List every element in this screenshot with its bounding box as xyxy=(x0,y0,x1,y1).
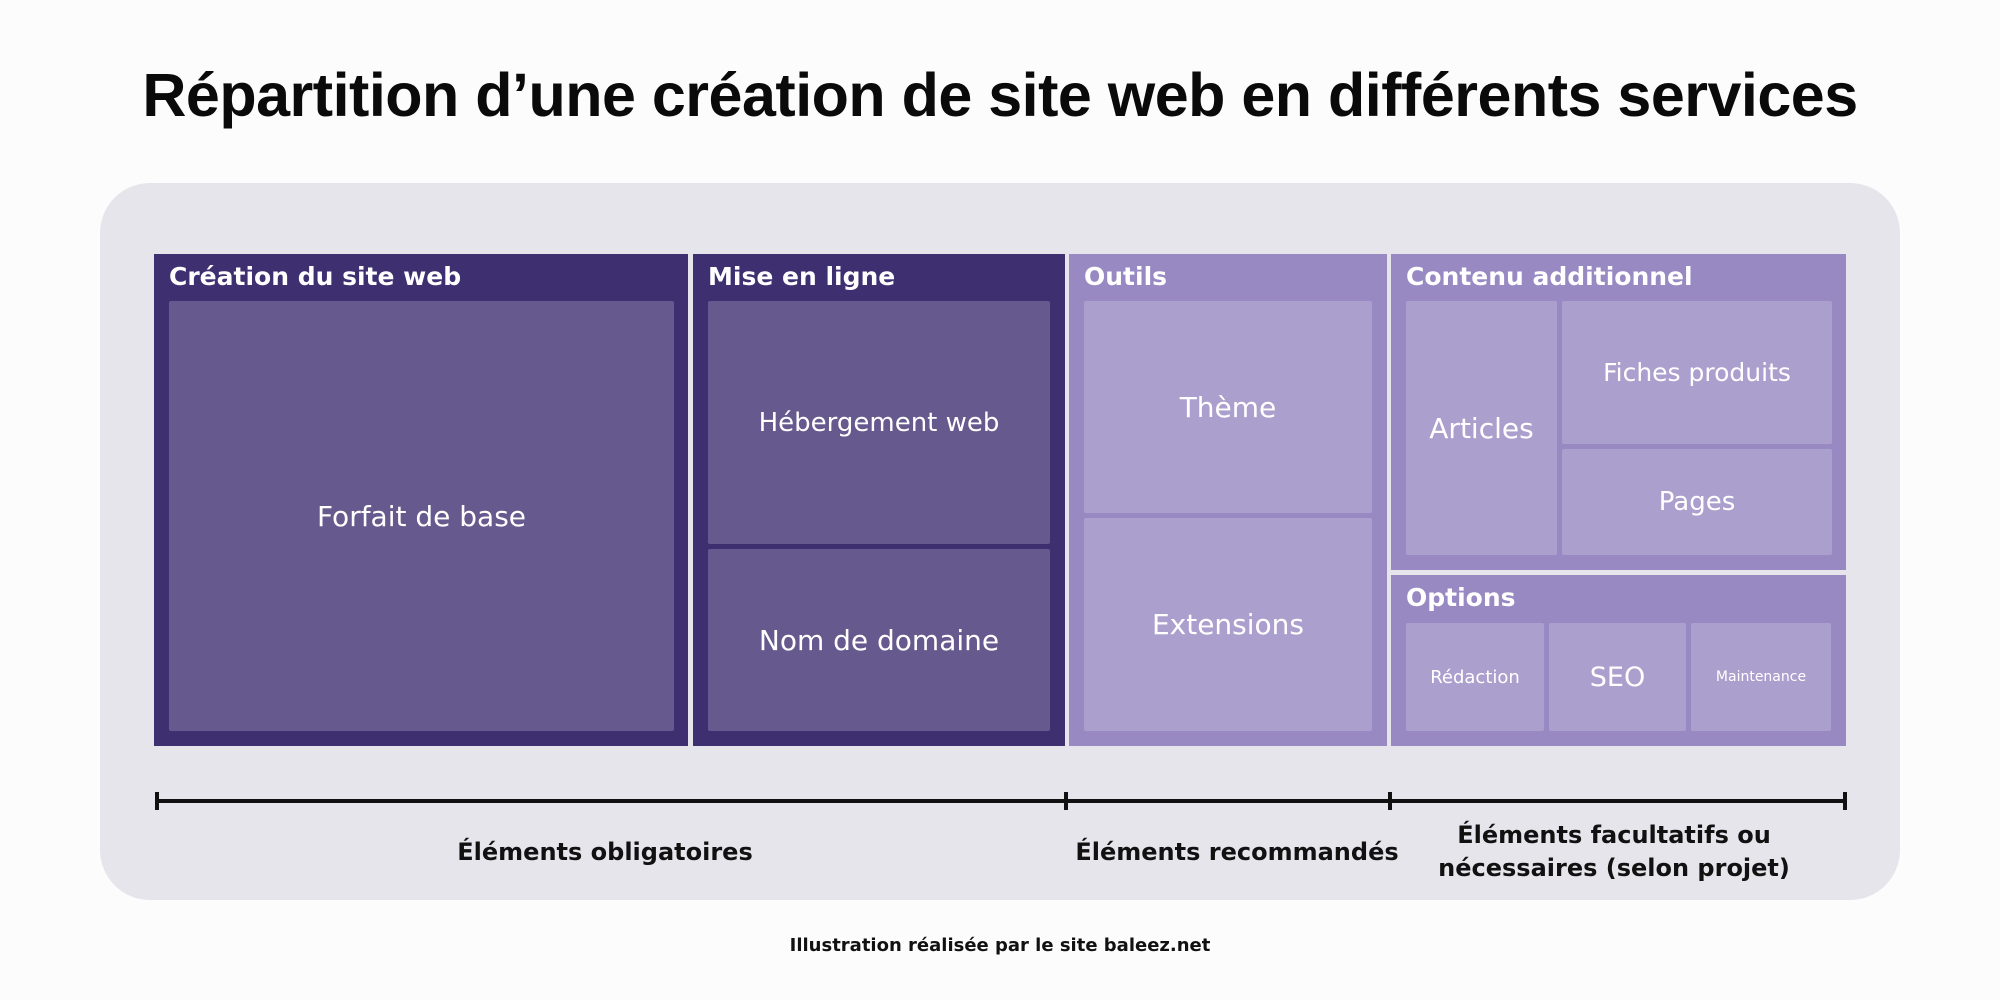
cell-maintenance: Maintenance xyxy=(1691,623,1831,731)
cell-hebergement-web: Hébergement web xyxy=(708,301,1050,544)
group-creation: Création du site web Forfait de base xyxy=(154,254,688,746)
axis-tick-recommended xyxy=(1064,792,1068,810)
group-tools-title: Outils xyxy=(1084,262,1168,291)
axis-tick-end xyxy=(1843,792,1847,810)
cell-pages: Pages xyxy=(1562,449,1832,555)
cell-forfait-de-base: Forfait de base xyxy=(169,301,674,731)
category-axis-line xyxy=(155,799,1847,803)
cell-extensions: Extensions xyxy=(1084,518,1372,731)
cell-theme: Thème xyxy=(1084,301,1372,513)
axis-tick-start xyxy=(155,792,159,810)
group-content-title: Contenu additionnel xyxy=(1406,262,1693,291)
group-options-title: Options xyxy=(1406,583,1516,612)
axis-label-optional-line2: nécessaires (selon projet) xyxy=(1438,854,1790,882)
axis-label-recommended: Éléments recommandés xyxy=(1075,838,1399,866)
cell-fiches-produits: Fiches produits xyxy=(1562,301,1832,444)
page-title: Répartition d’une création de site web e… xyxy=(142,61,1858,129)
group-creation-title: Création du site web xyxy=(169,262,462,291)
axis-label-mandatory: Éléments obligatoires xyxy=(457,838,753,866)
group-tools: Outils Thème Extensions xyxy=(1069,254,1387,746)
cell-nom-de-domaine: Nom de domaine xyxy=(708,549,1050,731)
group-options: Options Rédaction SEO Maintenance xyxy=(1391,575,1846,746)
credit-text: Illustration réalisée par le site baleez… xyxy=(789,935,1211,956)
group-online: Mise en ligne Hébergement web Nom de dom… xyxy=(693,254,1065,746)
axis-label-optional: Éléments facultatifs ou nécessaires (sel… xyxy=(1414,819,1814,885)
cell-articles: Articles xyxy=(1406,301,1557,555)
group-content: Contenu additionnel Articles Fiches prod… xyxy=(1391,254,1846,570)
axis-tick-optional xyxy=(1388,792,1392,810)
axis-label-optional-line1: Éléments facultatifs ou xyxy=(1457,821,1771,849)
group-online-title: Mise en ligne xyxy=(708,262,896,291)
cell-redaction: Rédaction xyxy=(1406,623,1544,731)
cell-seo: SEO xyxy=(1549,623,1686,731)
